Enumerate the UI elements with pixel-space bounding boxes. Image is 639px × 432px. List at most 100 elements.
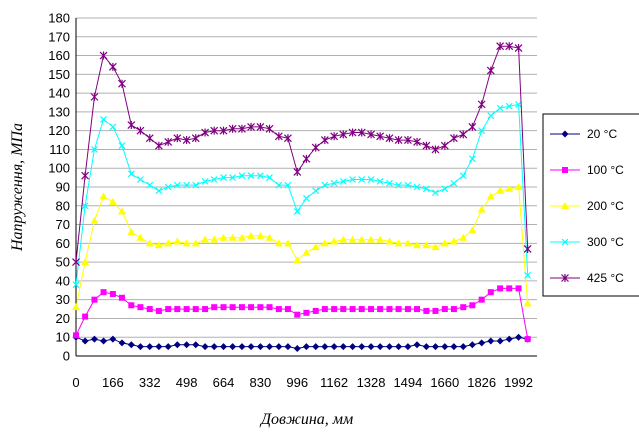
data-point xyxy=(81,258,90,266)
data-point xyxy=(294,311,301,318)
legend-label: 200 °C xyxy=(587,199,624,213)
data-point xyxy=(514,44,523,53)
data-point xyxy=(441,306,448,313)
data-point xyxy=(99,192,108,200)
data-point xyxy=(127,121,136,130)
data-point xyxy=(128,302,135,309)
data-point xyxy=(414,306,421,313)
y-tick-label: 100 xyxy=(48,161,70,176)
data-point xyxy=(357,235,366,243)
data-point xyxy=(293,344,301,352)
data-point xyxy=(265,124,274,133)
data-point xyxy=(275,343,283,351)
data-point xyxy=(155,307,162,314)
data-point xyxy=(385,343,393,351)
data-point xyxy=(413,137,421,146)
x-tick-label: 0 xyxy=(72,375,79,390)
data-point xyxy=(422,141,431,150)
data-point xyxy=(514,183,523,190)
data-point xyxy=(320,136,329,145)
x-tick-labels: 0 166 332 498 664 830 996 1162 1328 1494 1660 1826 1… xyxy=(72,375,533,390)
data-point xyxy=(330,237,339,245)
data-point xyxy=(90,335,98,343)
data-point xyxy=(99,51,108,60)
data-point xyxy=(165,306,172,313)
x-tick-label: 1660 xyxy=(430,375,459,390)
data-point xyxy=(358,176,366,183)
series-200c xyxy=(72,183,532,311)
data-point xyxy=(238,124,246,133)
data-point xyxy=(127,341,135,349)
data-point xyxy=(146,306,153,313)
data-point xyxy=(191,239,200,247)
data-point xyxy=(109,291,116,298)
y-tick-label: 10 xyxy=(56,330,70,345)
y-tick-labels: 0 10 20 30 40 50 60 70 80 90 100 110 120 130 140 150 160… xyxy=(48,11,70,364)
legend-label: 300 °C xyxy=(587,235,624,249)
data-point xyxy=(505,184,514,192)
data-point xyxy=(487,112,495,120)
data-point xyxy=(497,285,504,292)
data-point xyxy=(100,115,107,123)
data-point xyxy=(192,181,200,189)
data-point xyxy=(265,233,274,241)
data-point xyxy=(385,134,394,143)
data-point xyxy=(183,306,190,313)
data-point xyxy=(118,79,126,88)
data-point xyxy=(145,239,154,247)
data-point xyxy=(256,231,265,239)
data-point xyxy=(367,235,376,243)
data-point xyxy=(247,172,255,180)
y-tick-label: 90 xyxy=(56,180,70,195)
data-point xyxy=(339,177,347,185)
data-point xyxy=(339,343,347,351)
data-point xyxy=(192,341,200,349)
data-point xyxy=(376,132,385,141)
data-point xyxy=(376,235,385,243)
data-point xyxy=(274,132,283,141)
data-point xyxy=(201,128,210,137)
legend-marker xyxy=(561,202,569,209)
data-point xyxy=(127,170,135,178)
data-point xyxy=(505,335,513,343)
data-point xyxy=(219,126,228,135)
data-point xyxy=(395,181,403,189)
data-point xyxy=(330,179,338,187)
data-point xyxy=(376,177,384,185)
data-point xyxy=(486,192,495,200)
y-tick-label: 160 xyxy=(48,48,70,63)
gridlines xyxy=(76,17,537,357)
data-point xyxy=(478,127,486,135)
data-point xyxy=(182,239,191,247)
data-point xyxy=(247,122,255,131)
data-point xyxy=(515,333,523,341)
data-point xyxy=(293,207,301,215)
data-point xyxy=(440,239,449,247)
data-point xyxy=(403,136,412,145)
data-point xyxy=(100,289,107,296)
data-point xyxy=(72,303,80,311)
y-tick-label: 50 xyxy=(56,255,70,270)
series-line xyxy=(75,45,529,263)
y-tick-label: 70 xyxy=(56,217,70,232)
y-tick-label: 170 xyxy=(48,29,70,44)
data-point xyxy=(127,228,136,236)
data-point xyxy=(108,62,117,71)
y-axis-title: Напруження, МПа xyxy=(9,123,26,252)
data-point xyxy=(404,306,411,313)
data-point xyxy=(422,241,431,249)
data-point xyxy=(487,337,495,345)
data-point xyxy=(229,304,236,311)
data-point xyxy=(201,343,209,351)
data-point xyxy=(348,235,357,243)
data-point xyxy=(357,128,366,137)
series-300c xyxy=(72,100,532,289)
data-point xyxy=(247,231,256,239)
data-point xyxy=(174,306,181,313)
data-point xyxy=(302,343,310,351)
data-point xyxy=(108,198,117,206)
data-point xyxy=(210,126,219,135)
data-point xyxy=(302,248,311,256)
legend-label: 100 °C xyxy=(587,163,624,177)
data-point xyxy=(81,202,89,210)
